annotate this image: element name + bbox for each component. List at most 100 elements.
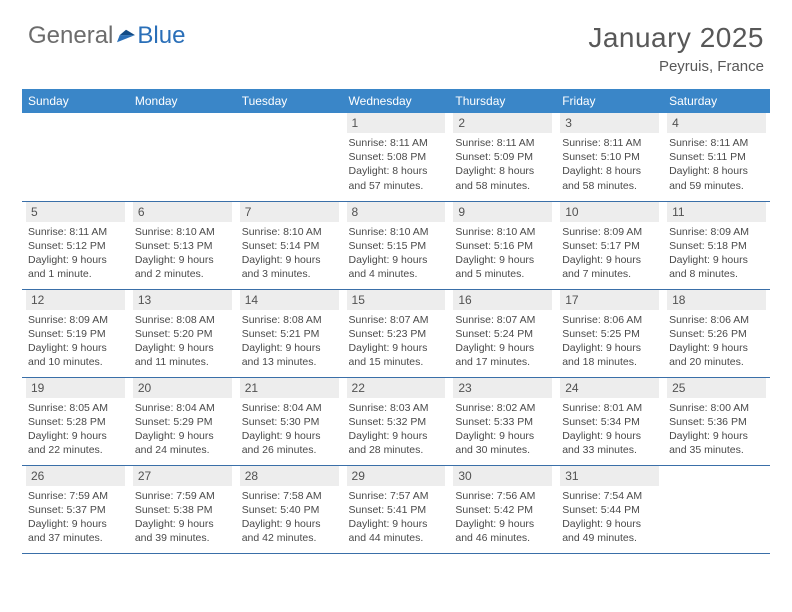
title-block: January 2025 Peyruis, France (588, 22, 764, 75)
page-title: January 2025 (588, 22, 764, 54)
weekday-header: Friday (556, 89, 663, 113)
day-number: 18 (667, 290, 766, 310)
day-details: Sunrise: 8:10 AMSunset: 5:16 PMDaylight:… (453, 225, 552, 282)
calendar-week-row: 1Sunrise: 8:11 AMSunset: 5:08 PMDaylight… (22, 113, 770, 201)
calendar-cell: 21 Sunrise: 8:04 AMSunset: 5:30 PMDayligh… (236, 377, 343, 465)
calendar-cell: 18 Sunrise: 8:06 AMSunset: 5:26 PMDayligh… (663, 289, 770, 377)
calendar-cell: 26 Sunrise: 7:59 AMSunset: 5:37 PMDayligh… (22, 465, 129, 553)
day-details: Sunrise: 7:58 AMSunset: 5:40 PMDaylight:… (240, 489, 339, 546)
day-details: Sunrise: 8:01 AMSunset: 5:34 PMDaylight:… (560, 401, 659, 458)
day-details: Sunrise: 8:07 AMSunset: 5:23 PMDaylight:… (347, 313, 446, 370)
calendar-cell: 23 Sunrise: 8:02 AMSunset: 5:33 PMDayligh… (449, 377, 556, 465)
day-number: 29 (347, 466, 446, 486)
day-number: 31 (560, 466, 659, 486)
day-number: 22 (347, 378, 446, 398)
calendar-week-row: 26 Sunrise: 7:59 AMSunset: 5:37 PMDayligh… (22, 465, 770, 553)
calendar-cell (22, 113, 129, 201)
day-details: Sunrise: 8:00 AMSunset: 5:36 PMDaylight:… (667, 401, 766, 458)
weekday-header: Saturday (663, 89, 770, 113)
day-details: Sunrise: 8:02 AMSunset: 5:33 PMDaylight:… (453, 401, 552, 458)
calendar-week-row: 19 Sunrise: 8:05 AMSunset: 5:28 PMDayligh… (22, 377, 770, 465)
day-details: Sunrise: 8:03 AMSunset: 5:32 PMDaylight:… (347, 401, 446, 458)
calendar-cell: 12Sunrise: 8:09 AMSunset: 5:19 PMDayligh… (22, 289, 129, 377)
day-details: Sunrise: 8:04 AMSunset: 5:29 PMDaylight:… (133, 401, 232, 458)
page-subtitle: Peyruis, France (588, 58, 764, 75)
day-number: 11 (667, 202, 766, 222)
calendar-cell: 4 Sunrise: 8:11 AMSunset: 5:11 PMDaylight… (663, 113, 770, 201)
day-number: 19 (26, 378, 125, 398)
calendar-cell: 27 Sunrise: 7:59 AMSunset: 5:38 PMDayligh… (129, 465, 236, 553)
weekday-header: Sunday (22, 89, 129, 113)
calendar-cell: 20 Sunrise: 8:04 AMSunset: 5:29 PMDayligh… (129, 377, 236, 465)
day-number: 28 (240, 466, 339, 486)
weekday-header: Wednesday (343, 89, 450, 113)
day-details: Sunrise: 8:06 AMSunset: 5:25 PMDaylight:… (560, 313, 659, 370)
day-details: Sunrise: 8:09 AMSunset: 5:17 PMDaylight:… (560, 225, 659, 282)
day-number: 3 (560, 113, 659, 133)
calendar-cell (129, 113, 236, 201)
day-number: 24 (560, 378, 659, 398)
day-number: 21 (240, 378, 339, 398)
day-details: Sunrise: 8:05 AMSunset: 5:28 PMDaylight:… (26, 401, 125, 458)
calendar-table: SundayMondayTuesdayWednesdayThursdayFrid… (22, 89, 770, 554)
day-details: Sunrise: 8:08 AMSunset: 5:20 PMDaylight:… (133, 313, 232, 370)
calendar-cell: 2Sunrise: 8:11 AMSunset: 5:09 PMDaylight… (449, 113, 556, 201)
weekday-header: Thursday (449, 89, 556, 113)
day-number: 14 (240, 290, 339, 310)
calendar-cell: 11Sunrise: 8:09 AMSunset: 5:18 PMDayligh… (663, 201, 770, 289)
day-number: 27 (133, 466, 232, 486)
calendar-cell: 15 Sunrise: 8:07 AMSunset: 5:23 PMDayligh… (343, 289, 450, 377)
calendar-cell: 9 Sunrise: 8:10 AMSunset: 5:16 PMDaylight… (449, 201, 556, 289)
airplane-icon (117, 29, 135, 43)
day-details: Sunrise: 8:04 AMSunset: 5:30 PMDaylight:… (240, 401, 339, 458)
day-details: Sunrise: 7:59 AMSunset: 5:37 PMDaylight:… (26, 489, 125, 546)
day-number: 25 (667, 378, 766, 398)
calendar-cell: 19 Sunrise: 8:05 AMSunset: 5:28 PMDayligh… (22, 377, 129, 465)
day-number: 20 (133, 378, 232, 398)
calendar-cell: 3Sunrise: 8:11 AMSunset: 5:10 PMDaylight… (556, 113, 663, 201)
header: General Blue January 2025 Peyruis, Franc… (0, 0, 792, 83)
day-number: 8 (347, 202, 446, 222)
calendar-header-row: SundayMondayTuesdayWednesdayThursdayFrid… (22, 89, 770, 113)
calendar-cell: 28 Sunrise: 7:58 AMSunset: 5:40 PMDayligh… (236, 465, 343, 553)
calendar-cell: 25 Sunrise: 8:00 AMSunset: 5:36 PMDayligh… (663, 377, 770, 465)
weekday-header: Monday (129, 89, 236, 113)
calendar-cell: 5 Sunrise: 8:11 AMSunset: 5:12 PMDaylight… (22, 201, 129, 289)
day-details: Sunrise: 8:11 AMSunset: 5:09 PMDaylight:… (453, 136, 552, 193)
day-number: 6 (133, 202, 232, 222)
calendar-cell: 13 Sunrise: 8:08 AMSunset: 5:20 PMDayligh… (129, 289, 236, 377)
day-number: 30 (453, 466, 552, 486)
day-details: Sunrise: 8:10 AMSunset: 5:14 PMDaylight:… (240, 225, 339, 282)
day-details: Sunrise: 8:06 AMSunset: 5:26 PMDaylight:… (667, 313, 766, 370)
day-details: Sunrise: 8:11 AMSunset: 5:08 PMDaylight:… (347, 136, 446, 193)
day-number: 4 (667, 113, 766, 133)
day-number: 16 (453, 290, 552, 310)
day-number: 26 (26, 466, 125, 486)
calendar-cell: 31Sunrise: 7:54 AMSunset: 5:44 PMDayligh… (556, 465, 663, 553)
logo-text-blue: Blue (137, 22, 185, 50)
day-number: 10 (560, 202, 659, 222)
logo-text-general: General (28, 22, 113, 50)
weekday-header: Tuesday (236, 89, 343, 113)
calendar-cell: 22 Sunrise: 8:03 AMSunset: 5:32 PMDayligh… (343, 377, 450, 465)
day-number: 17 (560, 290, 659, 310)
day-details: Sunrise: 8:11 AMSunset: 5:12 PMDaylight:… (26, 225, 125, 282)
day-number: 5 (26, 202, 125, 222)
day-number: 15 (347, 290, 446, 310)
calendar-cell (663, 465, 770, 553)
day-details: Sunrise: 8:10 AMSunset: 5:15 PMDaylight:… (347, 225, 446, 282)
day-number: 9 (453, 202, 552, 222)
day-details: Sunrise: 8:08 AMSunset: 5:21 PMDaylight:… (240, 313, 339, 370)
calendar-cell: 7Sunrise: 8:10 AMSunset: 5:14 PMDaylight… (236, 201, 343, 289)
day-details: Sunrise: 8:11 AMSunset: 5:11 PMDaylight:… (667, 136, 766, 193)
calendar-cell: 6Sunrise: 8:10 AMSunset: 5:13 PMDaylight… (129, 201, 236, 289)
day-number: 23 (453, 378, 552, 398)
calendar-cell: 17 Sunrise: 8:06 AMSunset: 5:25 PMDayligh… (556, 289, 663, 377)
day-details: Sunrise: 7:56 AMSunset: 5:42 PMDaylight:… (453, 489, 552, 546)
day-details: Sunrise: 7:59 AMSunset: 5:38 PMDaylight:… (133, 489, 232, 546)
calendar-cell: 16Sunrise: 8:07 AMSunset: 5:24 PMDayligh… (449, 289, 556, 377)
day-details: Sunrise: 8:09 AMSunset: 5:19 PMDaylight:… (26, 313, 125, 370)
day-number: 13 (133, 290, 232, 310)
calendar-cell: 24 Sunrise: 8:01 AMSunset: 5:34 PMDayligh… (556, 377, 663, 465)
calendar-week-row: 5 Sunrise: 8:11 AMSunset: 5:12 PMDaylight… (22, 201, 770, 289)
